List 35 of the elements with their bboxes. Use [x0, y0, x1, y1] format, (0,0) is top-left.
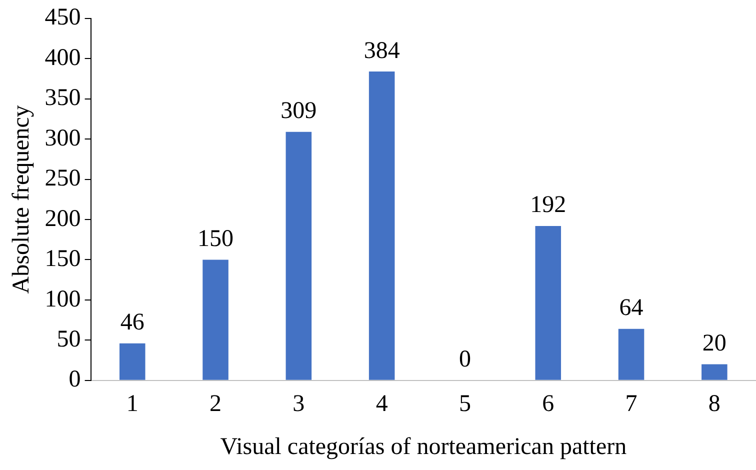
data-label: 150: [198, 226, 234, 252]
data-label: 384: [364, 38, 400, 64]
bar: [202, 260, 228, 380]
x-tick-label: 5: [458, 391, 471, 418]
x-tick-label: 1: [126, 391, 138, 418]
bar: [368, 71, 395, 380]
x-tick-label: 3: [292, 391, 305, 418]
bar: [618, 328, 644, 380]
y-tick-label: 200: [44, 206, 81, 232]
x-tick-label: 6: [542, 391, 554, 418]
bar: [119, 343, 146, 380]
data-label: 0: [458, 346, 471, 373]
y-tick-label: 0: [68, 366, 81, 393]
y-tick-label: 300: [44, 125, 81, 152]
bar: [535, 226, 562, 380]
bar: [286, 132, 312, 380]
y-tick-label: 100: [44, 286, 81, 312]
bar: [702, 364, 728, 380]
y-tick-label: 50: [56, 326, 81, 352]
x-tick-label: 2: [210, 391, 222, 418]
y-tick-label: 350: [44, 85, 81, 112]
data-label: 46: [120, 310, 144, 336]
x-tick-label: 8: [708, 391, 720, 418]
y-axis-title: Absolute frequency: [8, 105, 35, 294]
x-axis-title: Visual categorías of norteamerican pattern: [220, 434, 627, 460]
y-tick-label: 150: [44, 246, 81, 272]
y-tick-label: 400: [44, 44, 81, 71]
data-label: 192: [530, 192, 566, 218]
x-tick-label: 4: [376, 391, 388, 418]
data-label: 309: [280, 98, 317, 124]
x-tick-label: 7: [625, 391, 638, 418]
data-label: 64: [619, 295, 644, 322]
data-label: 20: [702, 330, 726, 357]
y-tick-label: 450: [44, 4, 81, 31]
y-tick-label: 250: [44, 166, 81, 192]
